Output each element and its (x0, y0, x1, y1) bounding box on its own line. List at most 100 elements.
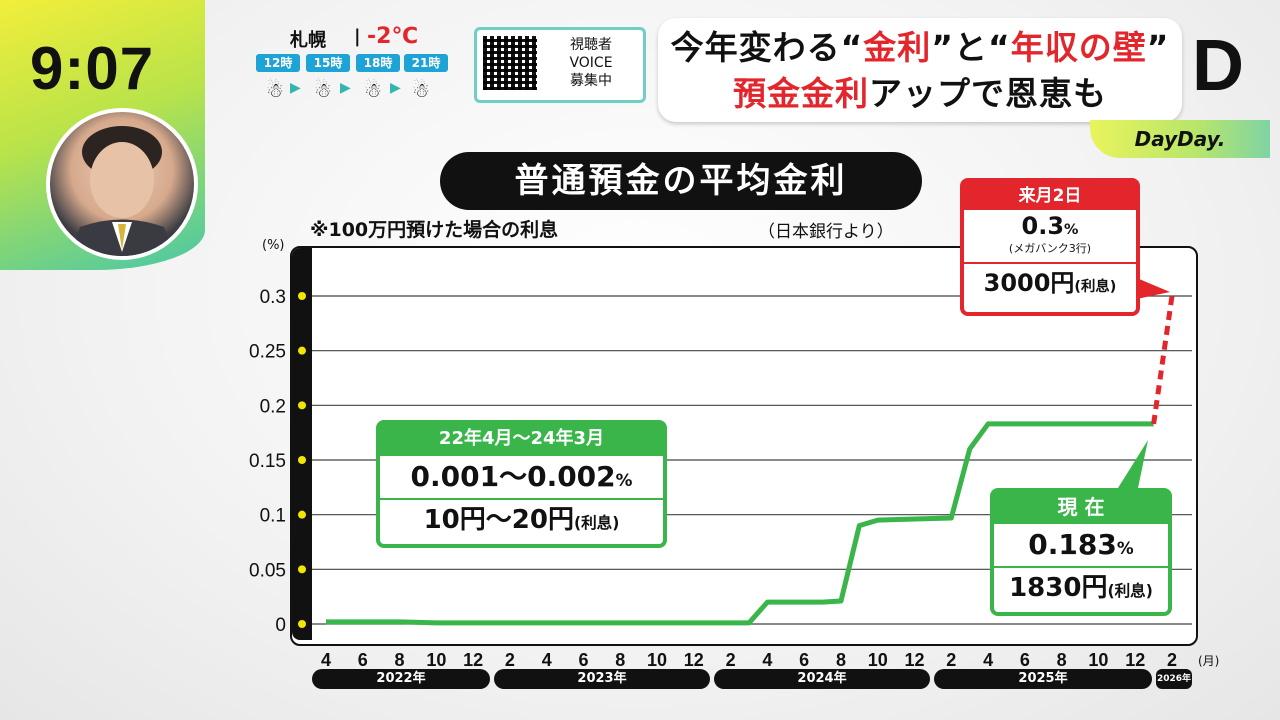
x-tick-label: 4 (762, 650, 772, 670)
y-axis-unit: (%) (262, 238, 285, 253)
callout-past-interest-unit: (利息) (573, 514, 620, 532)
callout-now-head: 現 在 (994, 492, 1168, 522)
weather-time: 21時 (404, 54, 448, 72)
x-tick-label: 8 (1057, 650, 1067, 670)
callout-next: 来月2日 0.3% (メガバンク3行) 3000円(利息) (960, 178, 1140, 316)
arrow-right-icon: ▶ (340, 80, 351, 96)
chart-note: ※100万円預けた場合の利息 (310, 219, 559, 241)
viewer-voice-line2: VOICE (569, 55, 613, 71)
presenter-avatar (46, 108, 198, 260)
x-tick-label: 6 (799, 650, 809, 670)
weather-separator: | (354, 26, 361, 47)
x-tick-label: 12 (905, 650, 925, 670)
callout-past-interest-row: 10円～20円(利息) (380, 498, 663, 540)
weather-time: 12時 (256, 54, 300, 72)
weather-temperature: -2℃ (367, 24, 419, 49)
headline-keyword: 金利 (863, 28, 932, 67)
x-tick-label: 4 (321, 650, 331, 670)
weather-widget: 札幌 | -2℃ 12時 15時 18時 21時 ☃ ▶ ☃ ▶ ☃ ▶ ☃ (252, 22, 452, 112)
y-tick-label: 0.1 (260, 506, 286, 527)
headline-text: アップで恩恵も (869, 74, 1107, 113)
y-tick-dot (298, 292, 306, 300)
headline-text: 今年変わる“ (670, 28, 864, 67)
x-tick-label: 10 (426, 650, 446, 670)
callout-past-interest: 10円～20円 (423, 505, 574, 535)
y-tick-label: 0 (275, 615, 286, 636)
qr-code-icon[interactable] (483, 36, 537, 90)
x-tick-label: 4 (542, 650, 552, 670)
x-axis-unit: (月) (1198, 654, 1220, 668)
y-tick-label: 0.15 (249, 451, 286, 472)
snowman-icon: ☃ (412, 78, 430, 102)
chart-title: 普通預金の平均金利 (440, 152, 922, 210)
weather-time: 18時 (356, 54, 400, 72)
y-tick-dot (298, 346, 306, 355)
callout-now-rate: 0.183 (1028, 528, 1117, 561)
chart-source: （日本銀行より） (758, 222, 894, 242)
arrow-right-icon: ▶ (390, 80, 401, 96)
headline-keyword: 預金金利 (733, 74, 869, 113)
x-tick-label: 12 (463, 650, 483, 670)
callout-next-head: 来月2日 (964, 182, 1136, 210)
snowman-icon: ☃ (314, 78, 332, 102)
callout-now-interest-unit: (利息) (1107, 582, 1153, 600)
callout-past-rate: 0.001～0.002 (410, 460, 616, 493)
callout-next-interest: 3000円 (983, 269, 1075, 297)
callout-now-interest-row: 1830円(利息) (994, 566, 1168, 608)
viewer-voice-line1: 視聴者 (570, 37, 612, 53)
x-tick-label: 6 (358, 650, 368, 670)
callout-next-rate-row: 0.3% (964, 210, 1136, 240)
x-tick-label: 2 (726, 650, 736, 670)
y-tick-label: 0.3 (260, 287, 286, 308)
weather-time: 15時 (306, 54, 350, 72)
x-tick-label: 6 (578, 650, 588, 670)
year-label: 2026年 (1156, 669, 1192, 689)
x-tick-label: 8 (836, 650, 846, 670)
year-label: 2024年 (714, 669, 930, 689)
snowman-icon: ☃ (266, 78, 284, 102)
callout-next-interest-row: 3000円(利息) (964, 262, 1136, 302)
callout-past-head: 22年4月～24年3月 (380, 424, 663, 454)
show-name: DayDay. (1090, 120, 1270, 158)
callout-past-rate-row: 0.001～0.002% (380, 454, 663, 498)
callout-next-rate-unit: % (1064, 222, 1079, 238)
weather-city: 札幌 (290, 30, 326, 51)
y-axis-bar (292, 248, 312, 640)
viewer-voice-box[interactable]: 視聴者 VOICE 募集中 (474, 27, 646, 103)
arrow-right-icon: ▶ (290, 80, 301, 96)
clock: 9:07 (30, 35, 155, 102)
x-tick-label: 10 (1088, 650, 1108, 670)
x-tick-label: 2 (1167, 650, 1177, 670)
y-tick-label: 0.2 (260, 396, 286, 417)
viewer-voice-line3: 募集中 (570, 73, 612, 89)
x-tick-label: 8 (395, 650, 405, 670)
x-tick-label: 6 (1020, 650, 1030, 670)
snowman-icon: ☃ (364, 78, 382, 102)
y-tick-label: 0.25 (249, 342, 286, 363)
x-tick-label: 10 (647, 650, 667, 670)
year-label: 2023年 (494, 669, 710, 689)
x-tick-label: 12 (684, 650, 704, 670)
x-tick-label: 4 (983, 650, 993, 670)
callout-next-interest-unit: (利息) (1074, 279, 1117, 295)
headline-text: ” (1146, 28, 1170, 67)
callout-now-rate-row: 0.183% (994, 522, 1168, 566)
x-tick-label: 10 (868, 650, 888, 670)
callout-next-rate: 0.3 (1021, 212, 1065, 240)
x-tick-label: 12 (1125, 650, 1145, 670)
y-tick-dot (298, 456, 306, 464)
callout-past: 22年4月～24年3月 0.001～0.002% 10円～20円(利息) (376, 420, 667, 548)
brand-logo: D (1192, 26, 1244, 106)
headline-keyword: 年収の壁 (1010, 28, 1147, 67)
year-label: 2025年 (934, 669, 1152, 689)
presenter-icon (70, 126, 174, 256)
year-label: 2022年 (312, 669, 490, 689)
callout-now-pointer (1118, 440, 1148, 488)
headline-line2: 預金金利アップで恩恵も (658, 72, 1182, 116)
callout-next-pointer (1132, 276, 1170, 300)
x-tick-label: 2 (946, 650, 956, 670)
rate-line (326, 421, 1154, 626)
y-tick-dot (298, 565, 306, 574)
y-tick-dot (298, 510, 306, 519)
x-tick-label: 2 (505, 650, 515, 670)
